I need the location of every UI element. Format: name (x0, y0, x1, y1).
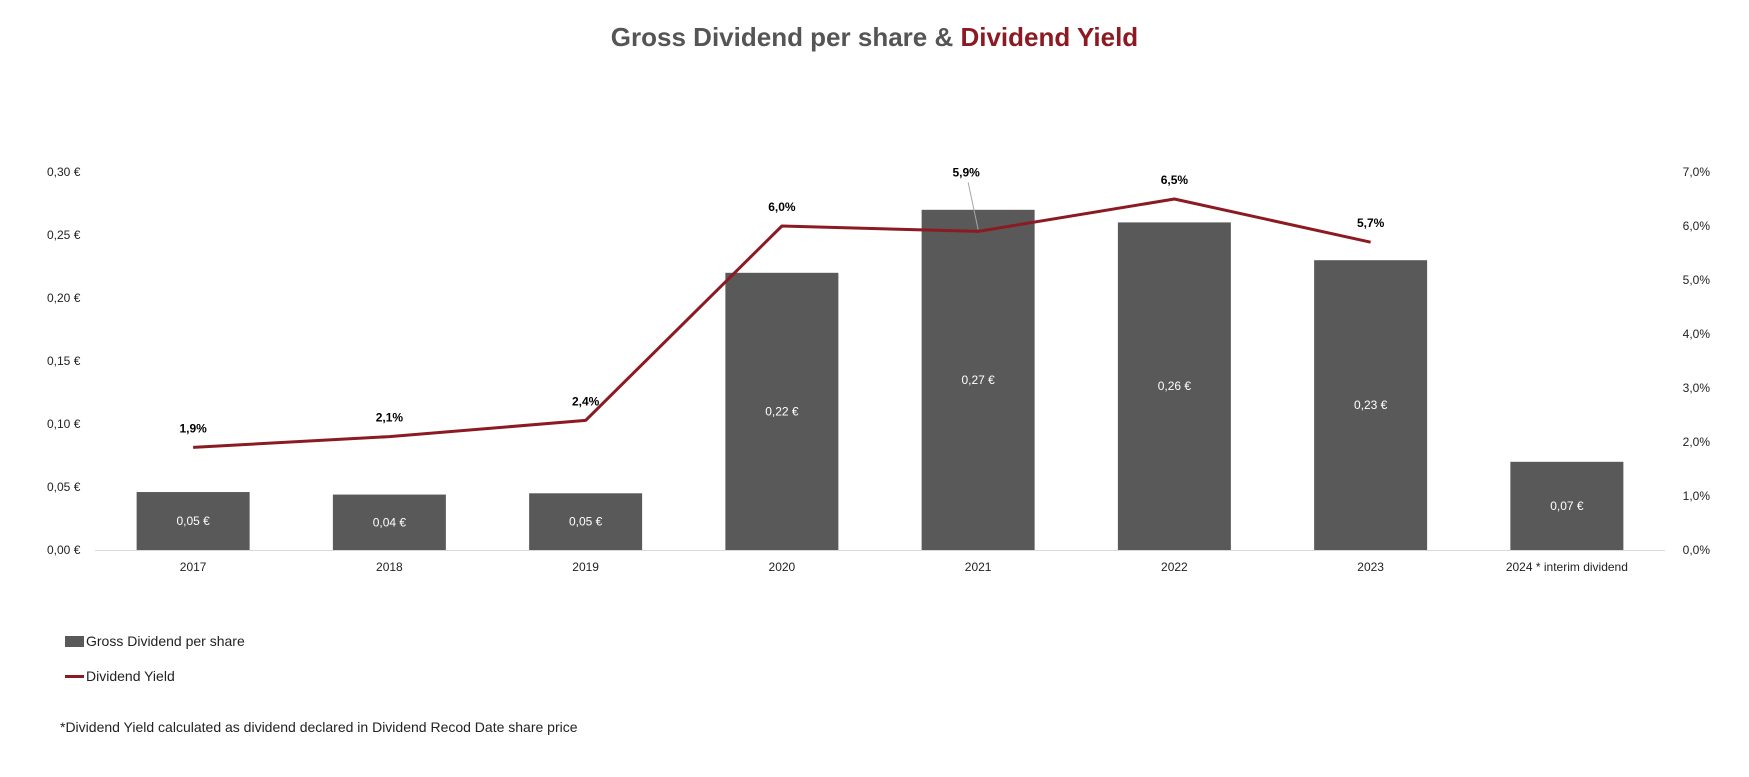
x-tick-label: 2017 (180, 560, 207, 574)
yield-data-label: 5,7% (1357, 216, 1385, 230)
y-right-tick-label: 6,0% (1683, 219, 1711, 233)
x-tick-label: 2022 (1161, 560, 1188, 574)
yield-data-label: 5,9% (952, 165, 980, 179)
y-left-tick-label: 0,10 € (47, 417, 81, 431)
x-tick-label: 2024 * interim dividend (1506, 560, 1628, 574)
legend-bar-swatch (65, 635, 84, 647)
chart-title-main: Gross Dividend per share & (610, 22, 961, 52)
yield-data-label: 1,9% (179, 421, 207, 435)
dividend-chart: 0,00 € 0,05 € 0,10 € 0,15 € 0,20 € 0,25 € 0,30… (47, 165, 1711, 574)
bar-data-label: 0,22 € (765, 404, 799, 418)
bar-data-label: 0,23 € (1354, 398, 1388, 412)
bar-data-label: 0,07 € (1550, 499, 1584, 513)
yield-data-label: 6,0% (768, 200, 796, 214)
yield-data-label: 6,5% (1161, 173, 1189, 187)
legend-item-dividend: Gross Dividend per share (65, 630, 245, 652)
x-tick-label: 2021 (965, 560, 992, 574)
chart-title-accent: Dividend Yield (960, 22, 1139, 52)
y-right-tick-label: 3,0% (1683, 381, 1711, 395)
y-right-tick-label: 4,0% (1683, 327, 1711, 341)
chart-legend: Gross Dividend per share Dividend Yield (65, 630, 245, 700)
legend-line-swatch (65, 674, 84, 678)
y-right-tick-label: 5,0% (1683, 273, 1711, 287)
yield-data-label: 2,1% (376, 411, 404, 425)
bar-data-label: 0,26 € (1158, 379, 1192, 393)
bar-dividend (1510, 461, 1624, 550)
footnote: *Dividend Yield calculated as dividend d… (60, 719, 578, 735)
bar-dividend (136, 492, 250, 550)
yield-leader-line (967, 182, 979, 230)
legend-label-dividend: Gross Dividend per share (86, 633, 245, 649)
bar-data-label: 0,27 € (961, 373, 995, 387)
y-left-tick-label: 0,30 € (47, 165, 81, 179)
bar-dividend (1117, 222, 1231, 550)
y-right-tick-label: 0,0% (1683, 543, 1711, 557)
bar-dividend (332, 494, 446, 550)
legend-item-yield: Dividend Yield (65, 665, 245, 687)
yield-series-line (193, 197, 1371, 449)
bar-dividend (921, 209, 1035, 551)
y-right-tick-label: 1,0% (1683, 489, 1711, 503)
bar-data-label: 0,05 € (569, 515, 603, 529)
yield-data-label: 2,4% (572, 394, 600, 408)
bar-data-label: 0,05 € (176, 514, 210, 528)
y-left-tick-label: 0,00 € (47, 543, 81, 557)
x-tick-label: 2019 (572, 560, 599, 574)
bar-dividend (529, 493, 643, 550)
y-right-tick-label: 7,0% (1683, 165, 1711, 179)
y-left-tick-label: 0,15 € (47, 354, 81, 368)
bar-dividend (725, 272, 839, 550)
x-tick-label: 2018 (376, 560, 403, 574)
y-right-tick-label: 2,0% (1683, 435, 1711, 449)
legend-label-yield: Dividend Yield (86, 668, 175, 684)
x-tick-label: 2023 (1357, 560, 1384, 574)
bar-data-label: 0,04 € (373, 515, 407, 529)
y-left-tick-label: 0,05 € (47, 480, 81, 494)
x-tick-label: 2020 (769, 560, 796, 574)
y-left-tick-label: 0,25 € (47, 228, 81, 242)
y-left-tick-label: 0,20 € (47, 291, 81, 305)
chart-title: Gross Dividend per share & Dividend Yiel… (0, 22, 1749, 53)
bar-dividend (1314, 260, 1428, 550)
